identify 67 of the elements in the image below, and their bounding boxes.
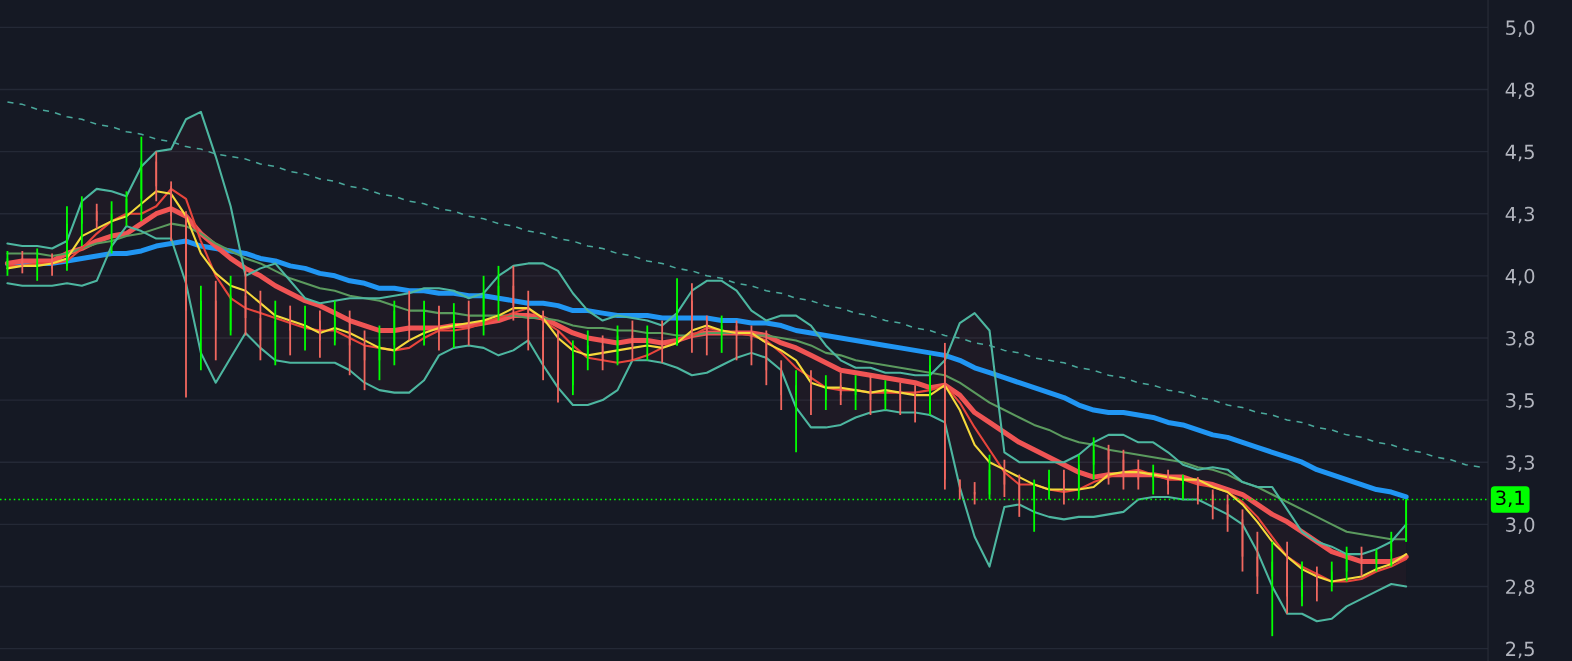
candlestick (705, 314, 708, 357)
candlestick (304, 304, 306, 352)
candlestick (170, 180, 173, 242)
y-tick-label: 5,0 (1506, 20, 1535, 37)
y-tick-label: 4,3 (1505, 206, 1535, 224)
candlestick (527, 289, 530, 352)
candlestick (676, 277, 678, 347)
candlestick (929, 354, 931, 416)
candlestick (1271, 540, 1274, 638)
candlestick (914, 384, 917, 424)
candlestick (80, 195, 83, 247)
candlestick (1063, 468, 1065, 506)
candlestick (1167, 468, 1169, 496)
candlestick (1196, 476, 1199, 506)
candlestick (1048, 468, 1050, 501)
candlestick (185, 210, 187, 399)
candlestick (1152, 463, 1155, 496)
candlestick (274, 299, 277, 367)
candlestick (586, 329, 589, 372)
candlestick (571, 339, 574, 397)
ref-line-label: 3,1 (1496, 490, 1524, 508)
candlestick (66, 205, 68, 272)
y-tick-label: 3,5 (1506, 393, 1534, 410)
candlestick (1286, 540, 1289, 615)
candlestick (408, 289, 411, 342)
candlestick (661, 319, 664, 364)
candlestick (467, 299, 470, 347)
candlestick (199, 284, 202, 372)
y-tick-label: 2,8 (1506, 579, 1535, 597)
candlestick (319, 309, 321, 359)
candlestick (646, 324, 649, 362)
candlestick (1211, 488, 1214, 521)
candlestick (1390, 530, 1393, 568)
candlestick (155, 150, 158, 203)
candlestick (1330, 560, 1333, 593)
candlestick (839, 371, 842, 406)
y-tick-label: 4,8 (1505, 82, 1535, 100)
candlestick (423, 299, 425, 347)
y-tick-label: 3,8 (1506, 330, 1535, 348)
y-tick-label: 4,5 (1505, 144, 1534, 162)
candlestick (51, 252, 53, 277)
candlestick (452, 302, 455, 349)
candlestick (333, 299, 336, 347)
candlestick (691, 282, 693, 354)
candlestick (1315, 565, 1318, 603)
line-series (6, 101, 1482, 468)
candlestick (824, 374, 827, 411)
candlestick (795, 369, 797, 454)
y-tick-label: 4,0 (1505, 268, 1535, 286)
candlestick (214, 279, 217, 362)
candlestick (95, 202, 98, 230)
y-tick-label: 3,0 (1506, 517, 1535, 534)
candlestick (899, 381, 902, 416)
candlestick (36, 247, 39, 282)
y-tick-label: 3,3 (1506, 455, 1535, 472)
candlestick (542, 309, 545, 382)
line-series (6, 225, 1408, 623)
candlestick (810, 369, 812, 416)
candlestick (557, 329, 559, 404)
candlestick (958, 478, 961, 501)
candlestick (289, 304, 292, 357)
y-tick-label: 2,5 (1506, 641, 1534, 659)
candlestick (438, 304, 440, 352)
candlestick (943, 342, 946, 491)
candlestick (780, 359, 783, 411)
candlestick (1018, 473, 1021, 518)
candlestick (1301, 560, 1303, 608)
